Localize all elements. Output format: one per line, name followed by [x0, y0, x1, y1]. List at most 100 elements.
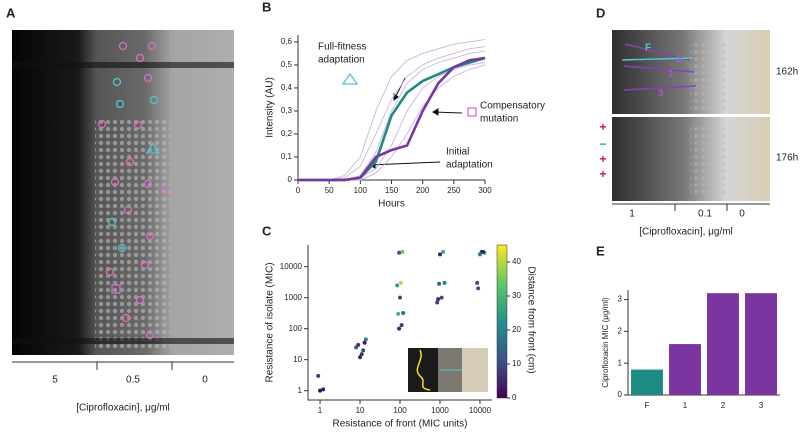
axis-d: 1 0.1 0 [Ciprofloxacin], μg/ml: [612, 203, 770, 238]
marker-label: 2: [676, 55, 682, 66]
x-tick-label: 10000: [469, 406, 492, 415]
panel-letter: A: [6, 5, 16, 20]
axis-title: [Ciprofloxacin], μg/ml: [76, 403, 170, 414]
marker-label: 1: [668, 69, 674, 80]
axis-label: 0: [739, 209, 745, 220]
axis-label: 1: [629, 209, 635, 220]
scatter-point: [397, 250, 402, 255]
colorbar-tick-label: 0: [512, 393, 517, 402]
scatter-point: [476, 286, 481, 291]
annotation: Initial: [446, 147, 469, 158]
scatter-point: [395, 283, 400, 288]
x-tick-label: 150: [385, 186, 399, 195]
colorbar: [496, 244, 508, 399]
time-label: 162h: [776, 67, 798, 78]
axis-label: 0: [202, 375, 208, 386]
scatter-point: [401, 311, 406, 316]
axes: [307, 245, 492, 401]
colorbar-tick-label: 30: [512, 291, 521, 300]
x-tick-label: 10: [356, 406, 365, 415]
colorbar-tick-label: 10: [512, 359, 521, 368]
micrograph-a: [12, 30, 234, 355]
y-tick-label: 0,3: [281, 106, 293, 115]
annotation: Full-fitness: [318, 42, 366, 53]
panel-letter: E: [596, 243, 605, 258]
sign: +: [599, 152, 606, 166]
scatter-point: [359, 352, 364, 357]
colorbar-title: Distance from front (cm): [525, 266, 536, 373]
scatter-point: [361, 348, 366, 353]
y-tick-label: 0: [618, 390, 623, 399]
scatter-point: [437, 281, 442, 286]
scatter-point: [477, 252, 482, 257]
x-tick-label: 1: [683, 401, 688, 410]
y-tick-label: 1: [298, 386, 303, 395]
y-tick-label: 0,5: [281, 60, 293, 69]
x-tick-label: 0: [296, 186, 301, 195]
marker-label: 3: [658, 89, 664, 100]
axis-label: 5: [52, 375, 58, 386]
axis-a: 5 0.5 0 [Ciprofloxacin], μg/ml: [12, 361, 234, 414]
x-tick-label: 300: [478, 186, 492, 195]
scatter-point: [442, 280, 447, 285]
y-tick-label: 10000: [280, 262, 303, 271]
x-tick-label: 1000: [431, 406, 449, 415]
time-label: 176h: [776, 153, 798, 164]
x-tick-label: 200: [416, 186, 430, 195]
scatter-point: [481, 249, 486, 254]
scatter-point: [358, 355, 363, 360]
y-tick-label: 2: [618, 326, 623, 335]
panel-letter: B: [262, 0, 271, 14]
scatter-point: [441, 249, 446, 254]
scatter-point: [436, 297, 441, 302]
axis-label: 0.1: [698, 209, 712, 220]
y-tick-label: 10: [293, 355, 302, 364]
axis-title: [Ciprofloxacin], μg/ml: [639, 227, 733, 238]
y-tick-label: 100: [289, 324, 303, 333]
inset-photo: [408, 348, 488, 392]
scatter-point: [354, 345, 359, 350]
sign: +: [599, 167, 606, 181]
y-tick-label: 0: [288, 175, 293, 184]
bar: [707, 293, 739, 395]
scatter-point: [400, 249, 405, 254]
scatter-point: [398, 280, 403, 285]
sign: −: [599, 137, 606, 151]
annotation: mutation: [480, 114, 518, 125]
scatter-point: [439, 295, 444, 300]
scatter-point: [397, 326, 402, 331]
sign: +: [599, 120, 606, 134]
y-axis-title: Intensity (AU): [265, 77, 276, 138]
x-tick-label: 100: [393, 406, 407, 415]
y-tick-label: 1: [618, 358, 623, 367]
bar: [745, 293, 777, 395]
x-tick-label: 50: [325, 186, 334, 195]
bar: [669, 344, 701, 395]
scatter-point: [475, 280, 480, 285]
x-axis-title: Hours: [378, 199, 405, 210]
y-axis-title: Resistance of isolate (MIC): [265, 262, 276, 382]
panel-letter: C: [262, 223, 272, 238]
x-tick-label: 100: [354, 186, 368, 195]
colorbar-tick-label: 40: [512, 257, 521, 266]
scatter-point: [398, 295, 402, 300]
y-tick-label: 0,4: [281, 83, 293, 92]
marker-label: F: [645, 43, 651, 54]
axis-label: 0.5: [126, 375, 140, 386]
bar: [631, 369, 663, 395]
x-tick-label: 250: [447, 186, 461, 195]
scatter-point: [321, 387, 326, 392]
annotation: adaptation: [318, 55, 365, 66]
scatter-point: [363, 337, 368, 342]
x-axis-title: Resistance of front (MIC units): [332, 419, 467, 430]
scatter-point: [435, 300, 440, 305]
panel-letter: D: [596, 5, 605, 20]
colorbar-tick-label: 20: [512, 325, 521, 334]
scatter-point: [399, 323, 404, 328]
y-axis-title: Ciprofloxacin MIC (μg/ml): [601, 297, 610, 388]
scatter-point: [316, 373, 321, 378]
x-tick-label: 3: [759, 401, 764, 410]
scatter-point: [396, 311, 401, 316]
annotation: adaptation: [446, 160, 493, 171]
x-tick-label: F: [645, 401, 650, 410]
